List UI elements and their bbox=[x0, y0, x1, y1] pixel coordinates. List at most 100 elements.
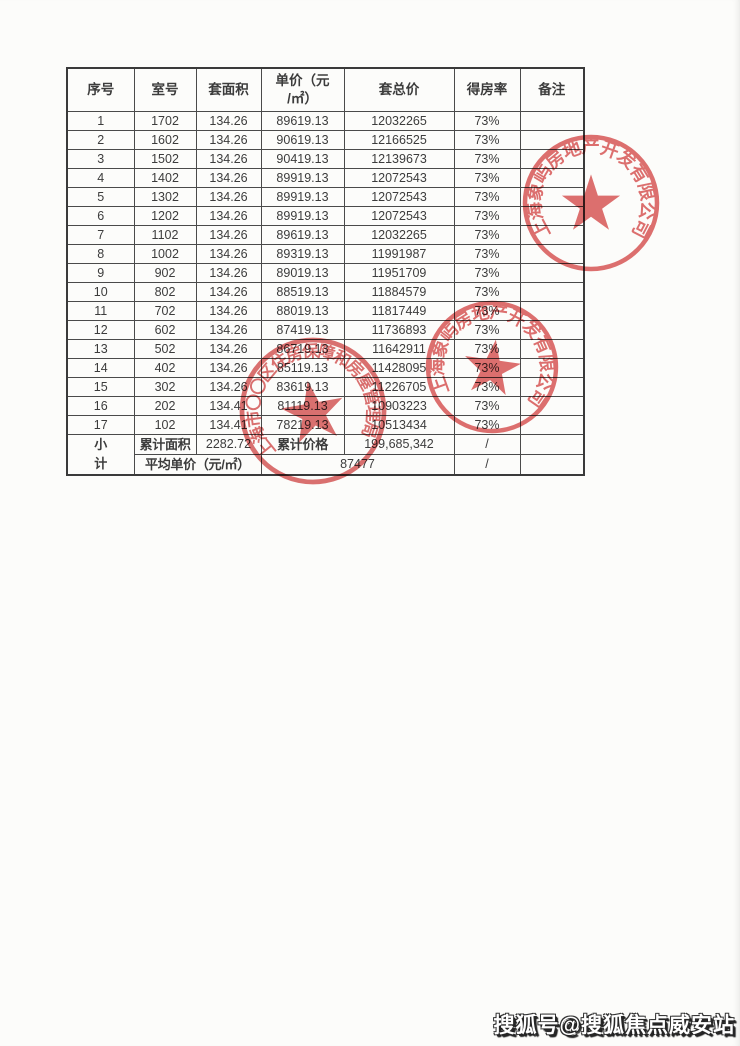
cell-total-price: 12032265 bbox=[343, 111, 455, 131]
cell-total-price: 11642911 bbox=[343, 339, 455, 359]
cell-total-price: 12072543 bbox=[343, 187, 455, 207]
cell-unit-price: 85119.13 bbox=[260, 358, 345, 378]
cell-unit-price: 78219.13 bbox=[260, 415, 345, 435]
cell-seq: 5 bbox=[66, 187, 135, 207]
cell-total-price: 12139673 bbox=[343, 149, 455, 169]
cell-area: 134.41 bbox=[195, 396, 262, 416]
cell-ratio-slash: / bbox=[453, 454, 521, 476]
table-row: 4 1402 134.26 89919.13 12072543 73% bbox=[66, 168, 585, 188]
cell-ratio: 73% bbox=[453, 282, 521, 302]
cell-unit-price: 88019.13 bbox=[260, 301, 345, 321]
cell-remark bbox=[519, 434, 585, 455]
cell-remark bbox=[519, 187, 585, 207]
cell-area: 134.26 bbox=[195, 320, 262, 340]
cell-seq: 11 bbox=[66, 301, 135, 321]
cell-total-price: 12072543 bbox=[343, 168, 455, 188]
cell-area: 134.26 bbox=[195, 187, 262, 207]
cell-remark bbox=[519, 454, 585, 476]
cell-area: 134.26 bbox=[195, 168, 262, 188]
cell-unit-price: 87419.13 bbox=[260, 320, 345, 340]
cell-room: 502 bbox=[133, 339, 197, 359]
cell-area: 134.26 bbox=[195, 225, 262, 245]
cell-remark bbox=[519, 358, 585, 378]
cell-total-price: 11991987 bbox=[343, 244, 455, 264]
cell-total-price: 11226705 bbox=[343, 377, 455, 397]
cell-ratio-slash: / bbox=[453, 434, 521, 455]
cell-room: 302 bbox=[133, 377, 197, 397]
table-row: 16 202 134.41 81119.13 10903223 73% bbox=[66, 396, 585, 416]
cell-remark bbox=[519, 149, 585, 169]
cell-ratio: 73% bbox=[453, 377, 521, 397]
cell-seq: 12 bbox=[66, 320, 135, 340]
cell-area: 134.41 bbox=[195, 415, 262, 435]
cell-unit-price: 89919.13 bbox=[260, 187, 345, 207]
cell-seq: 13 bbox=[66, 339, 135, 359]
cell-remark bbox=[519, 396, 585, 416]
cell-total-price: 12072543 bbox=[343, 206, 455, 226]
cell-unit-price: 81119.13 bbox=[260, 396, 345, 416]
cell-unit-price: 90619.13 bbox=[260, 130, 345, 150]
cell-seq: 7 bbox=[66, 225, 135, 245]
cell-unit-price: 89919.13 bbox=[260, 168, 345, 188]
sohu-watermark: 搜狐号@搜狐焦点威安站 bbox=[493, 1014, 735, 1037]
cell-avg-price-value: 87477 bbox=[260, 454, 455, 476]
cell-room: 1002 bbox=[133, 244, 197, 264]
cell-unit-price: 86719.13 bbox=[260, 339, 345, 359]
table-row: 12 602 134.26 87419.13 11736893 73% bbox=[66, 320, 585, 340]
table-row: 17 102 134.41 78219.13 10513434 73% bbox=[66, 415, 585, 435]
cell-room: 1402 bbox=[133, 168, 197, 188]
cell-remark bbox=[519, 282, 585, 302]
cell-area: 134.26 bbox=[195, 358, 262, 378]
summary-row-2: 平均单价（元/㎡） 87477/ bbox=[67, 454, 585, 476]
cell-total-price: 11951709 bbox=[343, 263, 455, 283]
cell-unit-price: 90419.13 bbox=[260, 149, 345, 169]
cell-unit-price: 89619.13 bbox=[260, 111, 345, 131]
column-header-room: 室号 bbox=[133, 67, 197, 112]
cell-room: 1102 bbox=[133, 225, 197, 245]
table-body: 1 1702 134.26 89619.13 12032265 73% 2 1602 134.2… bbox=[66, 111, 585, 476]
cell-total-area-label: 累计面积 bbox=[133, 434, 197, 455]
table-row: 6 1202 134.26 89919.13 12072543 73% bbox=[66, 206, 585, 226]
table-row: 7 1102 134.26 89619.13 12032265 73% bbox=[66, 225, 585, 245]
cell-ratio: 73% bbox=[453, 149, 521, 169]
cell-room: 802 bbox=[133, 282, 197, 302]
cell-room: 1702 bbox=[133, 111, 197, 131]
cell-area: 134.26 bbox=[195, 244, 262, 264]
table-row: 11 702 134.26 88019.13 11817449 73% bbox=[66, 301, 585, 321]
cell-room: 1502 bbox=[133, 149, 197, 169]
cell-ratio: 73% bbox=[453, 111, 521, 131]
cell-subtotal-label: 小 计 bbox=[66, 434, 135, 476]
cell-ratio: 73% bbox=[453, 225, 521, 245]
table-row: 5 1302 134.26 89919.13 12072543 73% bbox=[66, 187, 585, 207]
cell-total-price: 10513434 bbox=[343, 415, 455, 435]
cell-unit-price: 89019.13 bbox=[260, 263, 345, 283]
cell-remark bbox=[519, 339, 585, 359]
cell-unit-price: 89919.13 bbox=[260, 206, 345, 226]
cell-ratio: 73% bbox=[453, 301, 521, 321]
cell-seq: 15 bbox=[66, 377, 135, 397]
column-header-area: 套面积 bbox=[195, 67, 262, 112]
cell-remark bbox=[519, 320, 585, 340]
table-row: 8 1002 134.26 89319.13 11991987 73% bbox=[66, 244, 585, 264]
cell-seq: 1 bbox=[66, 111, 135, 131]
cell-area: 134.26 bbox=[195, 263, 262, 283]
table-row: 1 1702 134.26 89619.13 12032265 73% bbox=[66, 111, 585, 131]
cell-ratio: 73% bbox=[453, 415, 521, 435]
cell-total-price: 11817449 bbox=[343, 301, 455, 321]
cell-room: 102 bbox=[133, 415, 197, 435]
cell-remark bbox=[519, 130, 585, 150]
table-row: 3 1502 134.26 90419.13 12139673 73% bbox=[66, 149, 585, 169]
cell-seq: 10 bbox=[66, 282, 135, 302]
cell-area: 134.26 bbox=[195, 301, 262, 321]
cell-room: 1302 bbox=[133, 187, 197, 207]
column-header-seq: 序号 bbox=[66, 67, 135, 112]
cell-ratio: 73% bbox=[453, 358, 521, 378]
cell-unit-price: 83619.13 bbox=[260, 377, 345, 397]
cell-room: 702 bbox=[133, 301, 197, 321]
table-row: 14 402 134.26 85119.13 11428095 73% bbox=[66, 358, 585, 378]
cell-seq: 16 bbox=[66, 396, 135, 416]
cell-ratio: 73% bbox=[453, 320, 521, 340]
cell-unit-price: 89319.13 bbox=[260, 244, 345, 264]
cell-unit-price: 89619.13 bbox=[260, 225, 345, 245]
